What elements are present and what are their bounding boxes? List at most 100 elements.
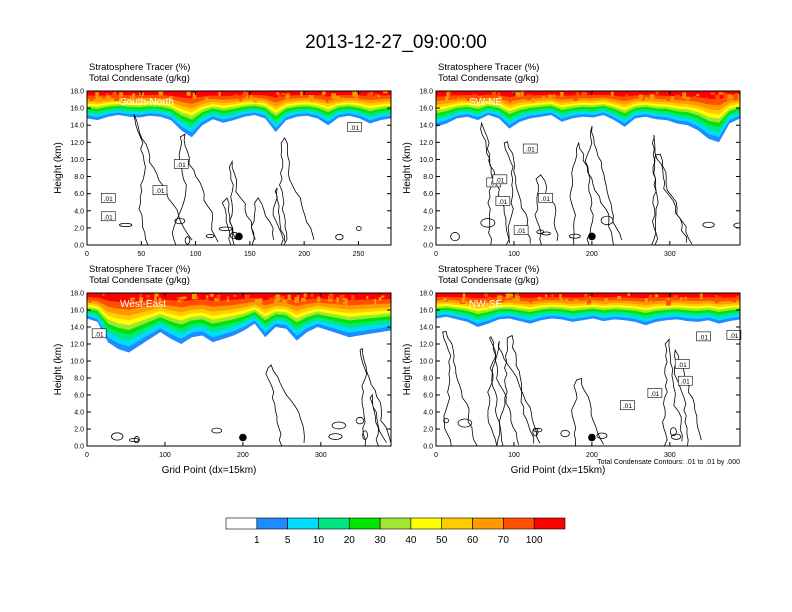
tracer-speck — [119, 92, 123, 98]
tracer-speck — [105, 96, 111, 102]
tracer-speck — [472, 94, 478, 98]
y-tick-label: 4.0 — [74, 208, 84, 215]
contour-cell — [600, 215, 614, 226]
plot-frame — [435, 292, 741, 447]
tracer-speck — [192, 93, 197, 99]
location-marker — [239, 433, 247, 442]
colorbar-swatch — [441, 517, 473, 530]
tracer-speck — [321, 94, 325, 98]
tracer-speck — [279, 298, 283, 303]
y-tick-label: 18.0 — [70, 291, 84, 298]
contour-label-box — [495, 196, 511, 206]
colorbar: 1 5 10 20 30 40 50 60 70 100 — [225, 517, 566, 546]
colorbar-swatch — [225, 517, 258, 530]
contour-label-box — [647, 388, 663, 398]
tracer-speck — [281, 92, 285, 96]
contour-cell — [111, 432, 124, 441]
colorbar-label: 30 — [375, 535, 387, 546]
tracer-speck — [368, 92, 373, 97]
colorbar-swatch — [256, 517, 288, 530]
contour-cell — [702, 221, 715, 228]
y-tick-label: 2.0 — [74, 225, 84, 232]
tracer-speck — [89, 299, 92, 303]
colorbar-label: 10 — [313, 535, 325, 546]
tracer-speck — [374, 94, 379, 100]
contour-line — [265, 364, 305, 446]
panel-header-condensate: Total Condensate (g/kg) — [89, 275, 190, 286]
colorbar-label: 60 — [467, 535, 479, 546]
tracer-speck — [699, 293, 703, 300]
tracer-speck — [311, 299, 315, 304]
tracer-speck — [275, 294, 281, 301]
contour-label: .01 — [517, 228, 526, 235]
y-tick-label: 2.0 — [423, 427, 433, 434]
tracer-speck — [258, 298, 263, 304]
tracer-speck — [660, 96, 664, 100]
contour-line — [272, 187, 285, 245]
x-tick-label: 250 — [353, 251, 365, 258]
contour-line — [487, 336, 519, 446]
colorbar-swatch — [410, 517, 443, 530]
tracer-speck — [186, 91, 191, 96]
contour-label: .01 — [95, 331, 104, 338]
tracer-speck — [717, 296, 722, 299]
colorbar-label: 50 — [436, 535, 448, 546]
colorbar-swatch — [318, 517, 350, 530]
contour-cell — [211, 427, 223, 434]
x-tick-label: 100 — [508, 452, 520, 459]
tracer-speck — [685, 97, 690, 100]
x-tick-label: 100 — [190, 251, 202, 258]
tracer-speck — [165, 97, 171, 101]
tracer-speck — [655, 91, 659, 95]
tracer-speck — [243, 91, 248, 96]
tracer-speck — [374, 298, 377, 305]
tracer-speck — [170, 96, 173, 102]
tracer-speck — [521, 91, 524, 97]
tracer-speck — [597, 297, 600, 301]
contour-label-box — [347, 122, 362, 132]
contour-label-box — [513, 225, 529, 235]
tracer-speck — [731, 297, 737, 303]
tracer-speck — [342, 298, 348, 305]
tracer-field — [436, 293, 740, 327]
contour-label-box — [696, 331, 711, 342]
y-tick-label: 8.0 — [423, 376, 433, 383]
contour-line — [534, 174, 559, 245]
tracer-speck — [497, 96, 502, 101]
tracer-speck — [339, 294, 345, 301]
panel-header-condensate: Total Condensate (g/kg) — [438, 73, 539, 84]
tracer-speck — [446, 92, 450, 98]
tracer-speck — [342, 299, 345, 303]
y-tick-label: 8.0 — [74, 174, 84, 181]
tracer-speck — [492, 91, 496, 96]
y-tick-label: 12.0 — [70, 140, 84, 147]
y-tick-label: 10.0 — [419, 359, 433, 366]
tracer-speck — [715, 94, 720, 101]
tracer-speck — [269, 297, 273, 302]
contour-line — [496, 334, 535, 446]
tracer-speck — [715, 295, 718, 300]
tracer-speck — [548, 94, 552, 100]
tracer-speck — [714, 299, 719, 304]
tracer-speck — [279, 295, 285, 299]
tracer-speck — [537, 296, 542, 300]
condensate-contours — [111, 347, 391, 446]
tracer-speck — [182, 296, 187, 299]
tracer-speck — [436, 298, 439, 301]
contour-cell — [450, 232, 460, 242]
tracer-speck — [233, 294, 237, 297]
y-tick-label: 8.0 — [423, 174, 433, 181]
contour-label-box — [100, 211, 116, 222]
tracer-speck — [359, 97, 365, 100]
contour-note: Total Condensate Contours: .01 to .01 by… — [597, 459, 740, 466]
x-tick-label: 0 — [434, 251, 438, 258]
tracer-field — [87, 293, 391, 353]
y-tick-label: 18.0 — [419, 291, 433, 298]
contour-line — [503, 141, 531, 245]
contour-cell — [119, 222, 133, 227]
contour-cell — [596, 432, 608, 439]
contour-label-box — [726, 330, 742, 340]
contour-cell — [568, 233, 581, 239]
y-tick-label: 10.0 — [419, 157, 433, 164]
